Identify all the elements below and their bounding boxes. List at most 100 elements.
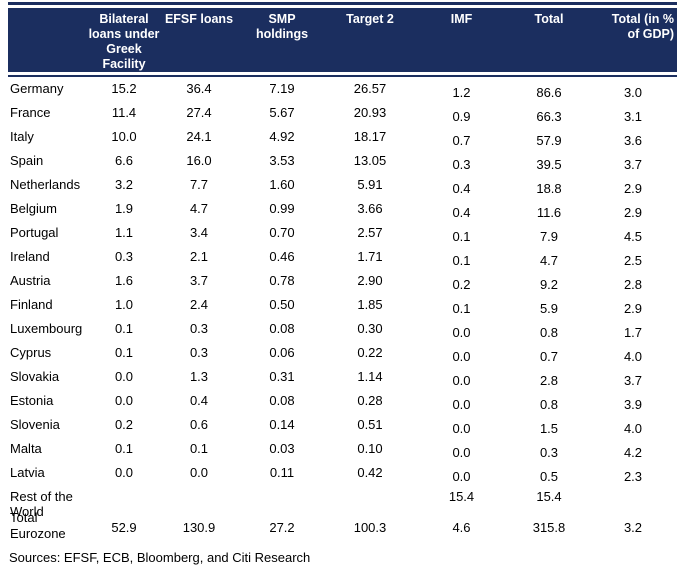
row-label: Austria xyxy=(10,273,51,288)
row-label: Total Eurozone xyxy=(10,510,66,541)
cell-total: 86.6 xyxy=(536,85,562,100)
row-label: France xyxy=(10,105,51,120)
cell-imf: 0.0 xyxy=(452,373,471,388)
row-label: Netherlands xyxy=(10,177,81,192)
cell-efsf: 1.3 xyxy=(189,369,209,384)
table-row: Belgium 1.9 4.7 0.99 3.66 0.4 11.6 2.9 xyxy=(8,197,677,221)
cell-smp: 0.11 xyxy=(269,465,295,480)
cell-pct: 2.9 xyxy=(623,181,643,196)
row-label: Rest of the World xyxy=(10,489,73,519)
cell-bilateral: 1.1 xyxy=(114,225,134,240)
cell-target2: 5.91 xyxy=(357,177,383,192)
cell-bilateral: 0.3 xyxy=(114,249,134,264)
cell-total: 0.3 xyxy=(539,445,559,460)
cell-imf: 0.0 xyxy=(452,421,471,436)
cell-pct: 3.7 xyxy=(623,373,643,388)
cell-target2: 20.93 xyxy=(353,105,387,120)
table-header: Bilateral loans under Greek Facility EFSF… xyxy=(8,8,677,72)
cell-smp: 7.19 xyxy=(269,81,295,96)
column-header-smp: SMP holdings xyxy=(255,12,309,41)
cell-bilateral: 1.0 xyxy=(114,297,134,312)
cell-bilateral: 6.6 xyxy=(114,153,134,168)
cell-bilateral: 1.6 xyxy=(114,273,134,288)
cell-smp: 5.67 xyxy=(269,105,295,120)
cell-bilateral: 0.1 xyxy=(114,321,134,336)
cell-imf: 0.7 xyxy=(452,133,471,148)
table-row: Malta 0.1 0.1 0.03 0.10 0.0 0.3 4.2 xyxy=(8,437,677,461)
cell-bilateral: 10.0 xyxy=(111,129,137,144)
cell-efsf: 27.4 xyxy=(186,105,212,120)
table-row: France 11.4 27.4 5.67 20.93 0.9 66.3 3.1 xyxy=(8,101,677,125)
cell-target2: 13.05 xyxy=(353,153,387,168)
column-header-efsf: EFSF loans xyxy=(164,12,234,26)
cell-smp: 4.92 xyxy=(269,129,295,144)
cell-imf: 0.1 xyxy=(452,229,471,244)
row-label: Spain xyxy=(10,153,44,168)
cell-bilateral: 0.0 xyxy=(114,369,134,384)
cell-total: 1.5 xyxy=(539,421,559,436)
cell-smp: 0.03 xyxy=(269,441,295,456)
cell-pct: 2.9 xyxy=(623,301,643,316)
cell-imf: 0.3 xyxy=(452,157,471,172)
cell-target2: 3.66 xyxy=(357,201,383,216)
cell-imf: 0.0 xyxy=(452,397,471,412)
column-header-target2: Target 2 xyxy=(346,12,394,26)
cell-target2: 1.71 xyxy=(357,249,383,264)
row-label: Italy xyxy=(10,129,34,144)
cell-bilateral: 0.2 xyxy=(114,417,134,432)
cell-pct: 3.7 xyxy=(623,157,643,172)
cell-total: 57.9 xyxy=(536,133,562,148)
source-note: Sources: EFSF, ECB, Bloomberg, and Citi … xyxy=(9,550,311,565)
cell-pct: 3.9 xyxy=(623,397,643,412)
cell-target2: 2.90 xyxy=(357,273,383,288)
row-label: Malta xyxy=(10,441,42,456)
cell-pct: 2.8 xyxy=(623,277,643,292)
cell-pct: 2.9 xyxy=(623,205,643,220)
table-row: Netherlands 3.2 7.7 1.60 5.91 0.4 18.8 2.9 xyxy=(8,173,677,197)
table-row: Luxembourg 0.1 0.3 0.08 0.30 0.0 0.8 1.7 xyxy=(8,317,677,341)
cell-pct: 4.0 xyxy=(623,349,643,364)
row-label: Ireland xyxy=(10,249,50,264)
cell-bilateral: 1.9 xyxy=(114,201,134,216)
table-row: Portugal 1.1 3.4 0.70 2.57 0.1 7.9 4.5 xyxy=(8,221,677,245)
cell-bilateral: 0.1 xyxy=(114,441,134,456)
row-label: Luxembourg xyxy=(10,321,83,336)
cell-imf: 0.0 xyxy=(452,469,471,484)
cell-total: 66.3 xyxy=(536,109,562,124)
cell-target2: 0.42 xyxy=(357,465,383,480)
cell-bilateral: 0.0 xyxy=(114,465,134,480)
cell-pct: 1.7 xyxy=(623,325,643,340)
cell-target2: 0.10 xyxy=(357,441,383,456)
cell-efsf: 0.3 xyxy=(189,321,209,336)
table-row: Latvia 0.0 0.0 0.11 0.42 0.0 0.5 2.3 xyxy=(8,461,677,485)
cell-total: 0.7 xyxy=(539,349,559,364)
cell-target2: 26.57 xyxy=(353,81,387,96)
cell-efsf: 2.1 xyxy=(189,249,209,264)
cell-target2: 0.30 xyxy=(357,321,383,336)
cell-imf: 0.1 xyxy=(452,301,471,316)
cell-efsf: 7.7 xyxy=(189,177,209,192)
cell-efsf: 130.9 xyxy=(182,520,216,535)
cell-smp: 27.2 xyxy=(269,520,295,535)
cell-efsf: 0.6 xyxy=(189,417,209,432)
header-divider-rule xyxy=(8,75,677,77)
cell-efsf: 3.7 xyxy=(189,273,209,288)
cell-target2: 1.85 xyxy=(357,297,383,312)
cell-pct: 3.2 xyxy=(623,520,643,535)
cell-imf: 0.1 xyxy=(452,253,471,268)
cell-efsf: 4.7 xyxy=(189,201,209,216)
cell-pct: 4.0 xyxy=(623,421,643,436)
table-row: Total Eurozone 52.9 130.9 27.2 100.3 4.6 315.8… xyxy=(8,509,677,545)
cell-target2: 18.17 xyxy=(353,129,387,144)
cell-efsf: 0.3 xyxy=(189,345,209,360)
table-body: Germany 15.2 36.4 7.19 26.57 1.2 86.6 3.0 France… xyxy=(8,77,677,545)
cell-total: 5.9 xyxy=(539,301,559,316)
cell-target2: 0.28 xyxy=(357,393,383,408)
cell-imf: 0.4 xyxy=(452,181,471,196)
table-row: Cyprus 0.1 0.3 0.06 0.22 0.0 0.7 4.0 xyxy=(8,341,677,365)
cell-target2: 100.3 xyxy=(353,520,387,535)
cell-total: 0.8 xyxy=(539,325,559,340)
cell-bilateral: 11.4 xyxy=(111,105,137,120)
cell-efsf: 0.4 xyxy=(189,393,209,408)
cell-efsf: 0.1 xyxy=(189,441,209,456)
